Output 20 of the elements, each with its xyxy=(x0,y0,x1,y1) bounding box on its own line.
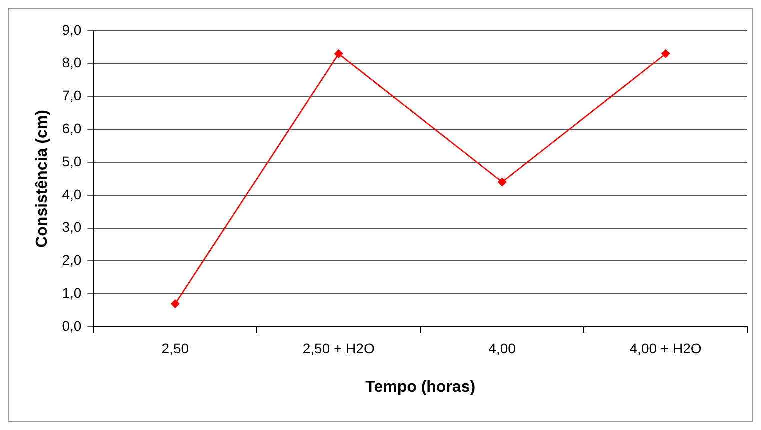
y-axis-title: Consistência (cm) xyxy=(34,110,52,248)
point xyxy=(498,178,507,187)
x-tick-label: 4,00 xyxy=(488,340,516,356)
y-tick-label: 6,0 xyxy=(62,120,82,137)
y-tick-label: 2,0 xyxy=(62,252,82,268)
y-tick-label: 4,0 xyxy=(62,186,82,202)
y-tick-label: 9,0 xyxy=(62,22,82,38)
point xyxy=(334,50,344,59)
point xyxy=(661,50,670,59)
y-tick-label: 7,0 xyxy=(62,88,82,104)
x-tick-label: 4,00 + H2O xyxy=(630,340,702,356)
x-tick-label: 2,50 + H2O xyxy=(302,340,375,356)
y-tick-label: 1,0 xyxy=(62,284,82,301)
point xyxy=(170,299,180,308)
y-tick-label: 3,0 xyxy=(62,219,82,236)
y-tick-label: 8,0 xyxy=(62,54,82,71)
y-tick-label: 5,0 xyxy=(62,153,82,170)
y-tick-label: 0,0 xyxy=(62,318,82,334)
x-axis-title: Tempo (horas) xyxy=(366,378,476,396)
x-tick-label: 2,50 xyxy=(162,340,190,356)
